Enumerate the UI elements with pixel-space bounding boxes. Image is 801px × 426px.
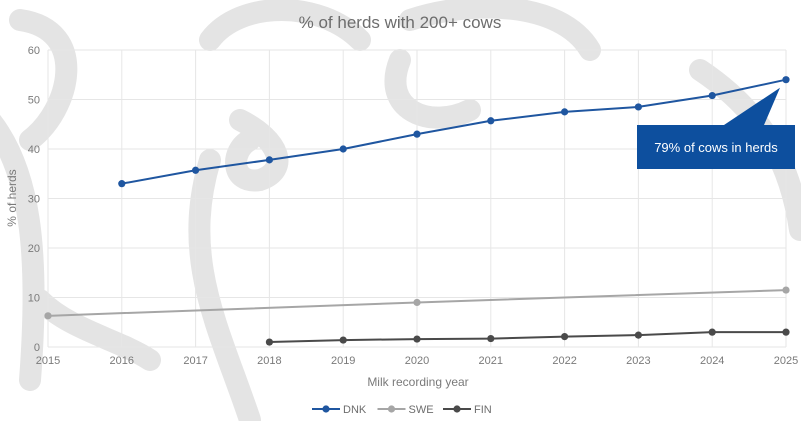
series-line-dnk: [121, 78, 787, 185]
x-tick-label: 2025: [774, 355, 798, 367]
data-point[interactable]: [265, 338, 273, 346]
annotation-callout: 79% of cows in herds: [637, 87, 795, 169]
data-point[interactable]: [413, 298, 421, 307]
data-point[interactable]: [339, 336, 347, 344]
data-point[interactable]: [634, 103, 643, 111]
data-point[interactable]: [339, 145, 347, 153]
data-point[interactable]: [487, 334, 495, 343]
y-tick-label: 60: [28, 45, 40, 57]
x-tick-label: 2023: [626, 355, 650, 367]
data-point[interactable]: [192, 166, 200, 174]
legend-label: SWE: [409, 404, 434, 416]
series-layer: [44, 76, 790, 346]
data-point[interactable]: [487, 117, 495, 125]
legend-item-swe[interactable]: SWE: [377, 404, 434, 416]
series-swe: [44, 286, 790, 320]
y-tick-label: 10: [28, 293, 40, 305]
data-point[interactable]: [708, 328, 716, 336]
data-point[interactable]: [561, 108, 569, 116]
data-point[interactable]: [782, 286, 790, 294]
x-tick-label: 2021: [479, 355, 503, 367]
series-fin: [265, 328, 790, 346]
y-axis-title: % of herds: [5, 169, 19, 226]
legend-label: FIN: [474, 404, 492, 416]
x-tick-label: 2019: [331, 355, 355, 367]
x-tick-label: 2022: [552, 355, 576, 367]
callout-text: 79% of cows in herds: [654, 140, 778, 155]
data-point[interactable]: [708, 91, 716, 100]
data-point[interactable]: [782, 76, 790, 84]
data-point[interactable]: [265, 156, 273, 164]
legend-marker: [453, 405, 461, 413]
legend-label: DNK: [343, 404, 367, 416]
data-point[interactable]: [413, 130, 421, 138]
y-tick-label: 50: [28, 95, 40, 107]
legend-item-fin[interactable]: FIN: [443, 404, 492, 416]
x-tick-label: 2017: [183, 355, 207, 367]
series-line-fin: [269, 331, 786, 344]
legend-marker: [387, 405, 396, 413]
data-point[interactable]: [44, 312, 52, 320]
series-dnk: [118, 76, 790, 188]
y-tick-label: 0: [34, 342, 40, 354]
y-axis: 0 10 20 30 40 50 60: [28, 45, 40, 354]
x-axis: 2015 2016 2017 2018 2019 2020 2021 2022 2023 2024…: [36, 355, 798, 367]
y-tick-label: 30: [28, 194, 40, 206]
x-tick-label: 2024: [700, 355, 724, 367]
legend-item-dnk[interactable]: DNK: [312, 404, 367, 416]
legend-marker: [322, 405, 330, 413]
x-tick-label: 2020: [405, 355, 429, 367]
x-axis-title: Milk recording year: [367, 375, 468, 389]
x-tick-label: 2018: [257, 355, 281, 367]
chart-title: % of herds with 200+ cows: [299, 13, 502, 32]
legend: DNK SWE FIN: [312, 404, 492, 416]
x-tick-label: 2016: [110, 355, 134, 367]
x-tick-label: 2015: [36, 355, 60, 367]
data-point[interactable]: [413, 335, 421, 343]
data-point[interactable]: [561, 333, 569, 341]
y-tick-label: 40: [28, 144, 40, 156]
data-point[interactable]: [118, 180, 126, 188]
data-point[interactable]: [634, 331, 643, 339]
callout-box: [637, 87, 795, 169]
data-point[interactable]: [782, 328, 790, 336]
y-tick-label: 20: [28, 243, 40, 255]
